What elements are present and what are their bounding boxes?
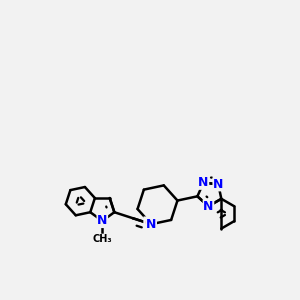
Text: O: O xyxy=(144,217,154,230)
Text: N: N xyxy=(203,200,214,213)
Text: N: N xyxy=(146,218,156,231)
Text: N: N xyxy=(213,178,224,191)
Text: CH₃: CH₃ xyxy=(92,234,112,244)
Text: N: N xyxy=(97,214,107,227)
Text: N: N xyxy=(198,176,208,189)
